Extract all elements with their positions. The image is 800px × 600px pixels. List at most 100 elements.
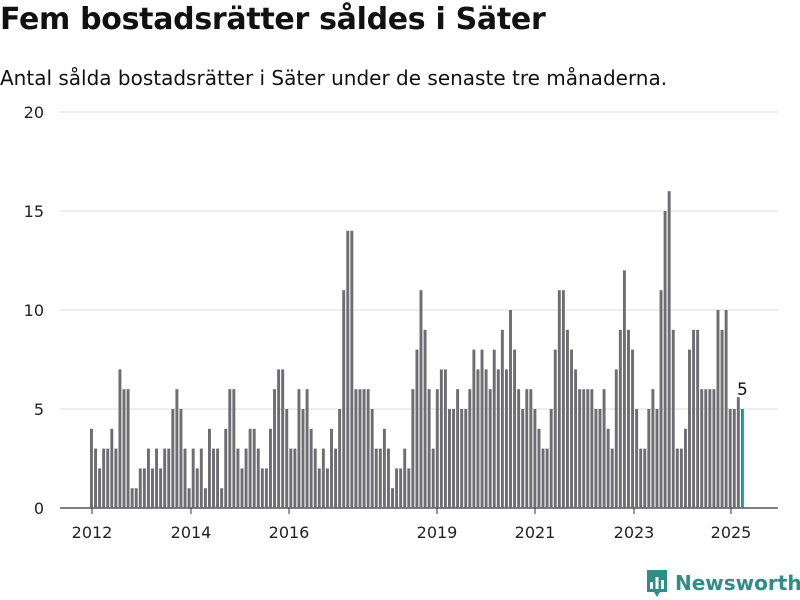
bar (622, 270, 626, 508)
bar (423, 329, 427, 508)
bar (439, 369, 443, 508)
bar (590, 389, 594, 508)
bar (456, 389, 460, 508)
bar (427, 389, 431, 508)
bar (614, 369, 618, 508)
bar (293, 448, 297, 508)
bar (500, 329, 504, 508)
bar (378, 448, 382, 508)
bar (305, 389, 309, 508)
bar (716, 310, 720, 508)
bar (541, 448, 545, 508)
bar (350, 230, 354, 509)
bar (370, 409, 374, 508)
data-label: 5 (737, 380, 748, 400)
y-tick-label: 15 (24, 202, 44, 221)
bar (598, 409, 602, 508)
bar (561, 290, 565, 508)
bar (602, 389, 606, 508)
bar (496, 369, 500, 508)
bar (183, 448, 187, 508)
bar (374, 448, 378, 508)
bar (570, 349, 573, 508)
bar (126, 389, 130, 508)
bar (399, 468, 403, 508)
bar (90, 428, 93, 508)
bar (431, 448, 435, 508)
bar (155, 448, 159, 508)
bar (635, 409, 639, 508)
bar (720, 329, 724, 508)
bar (244, 448, 248, 508)
bar (545, 448, 549, 508)
bar (582, 389, 586, 508)
bar (203, 488, 207, 508)
bar (195, 468, 199, 508)
page-subtitle: Antal sålda bostadsrätter i Säter under … (0, 66, 668, 90)
bar (130, 488, 134, 508)
bar (472, 349, 476, 508)
bar (675, 448, 679, 508)
bar (138, 468, 142, 508)
bar (651, 389, 655, 508)
bar (504, 369, 508, 508)
bar (513, 349, 517, 508)
bar (98, 468, 102, 508)
bar (443, 369, 447, 508)
bar (386, 448, 390, 508)
bar (521, 409, 525, 508)
bar (102, 448, 106, 508)
bar (256, 448, 260, 508)
bar (460, 409, 464, 508)
bar (228, 389, 232, 508)
bar (264, 468, 268, 508)
bar (553, 349, 557, 508)
bar (435, 389, 439, 508)
bar (216, 448, 220, 508)
bar (476, 369, 480, 508)
bar (118, 369, 122, 508)
bar (142, 468, 146, 508)
bar (529, 389, 533, 508)
newsworthy-logo[interactable]: Newsworthy (645, 568, 800, 598)
bar (382, 428, 386, 508)
bar (366, 389, 370, 508)
bar (736, 397, 740, 508)
bar (309, 428, 313, 508)
bar (667, 191, 671, 508)
x-tick-label: 2025 (711, 523, 752, 542)
bar (606, 428, 610, 508)
bar (647, 409, 651, 508)
bar (419, 290, 423, 508)
y-tick-label: 20 (24, 103, 44, 122)
bar (688, 349, 691, 508)
bar (212, 448, 215, 508)
bar (362, 389, 366, 508)
bar (297, 389, 301, 508)
bar (395, 468, 399, 508)
bar (639, 448, 643, 508)
y-tick-label: 0 (34, 499, 44, 518)
bar (627, 329, 630, 508)
bar (232, 389, 236, 508)
bar (488, 389, 492, 508)
bar (240, 468, 244, 508)
bar (325, 468, 329, 508)
bar (578, 389, 582, 508)
bar (114, 448, 118, 508)
x-tick-label: 2016 (269, 523, 310, 542)
bar (354, 389, 358, 508)
bar (586, 389, 590, 508)
bar (468, 389, 472, 508)
bar (574, 369, 578, 508)
bar (175, 389, 179, 508)
bar (110, 428, 114, 508)
bar (732, 409, 736, 508)
bar (671, 329, 675, 508)
bar (696, 329, 700, 508)
bar (313, 448, 317, 508)
bar (285, 409, 289, 508)
bar (704, 389, 708, 508)
bar (317, 468, 321, 508)
y-tick-label: 10 (24, 301, 44, 320)
